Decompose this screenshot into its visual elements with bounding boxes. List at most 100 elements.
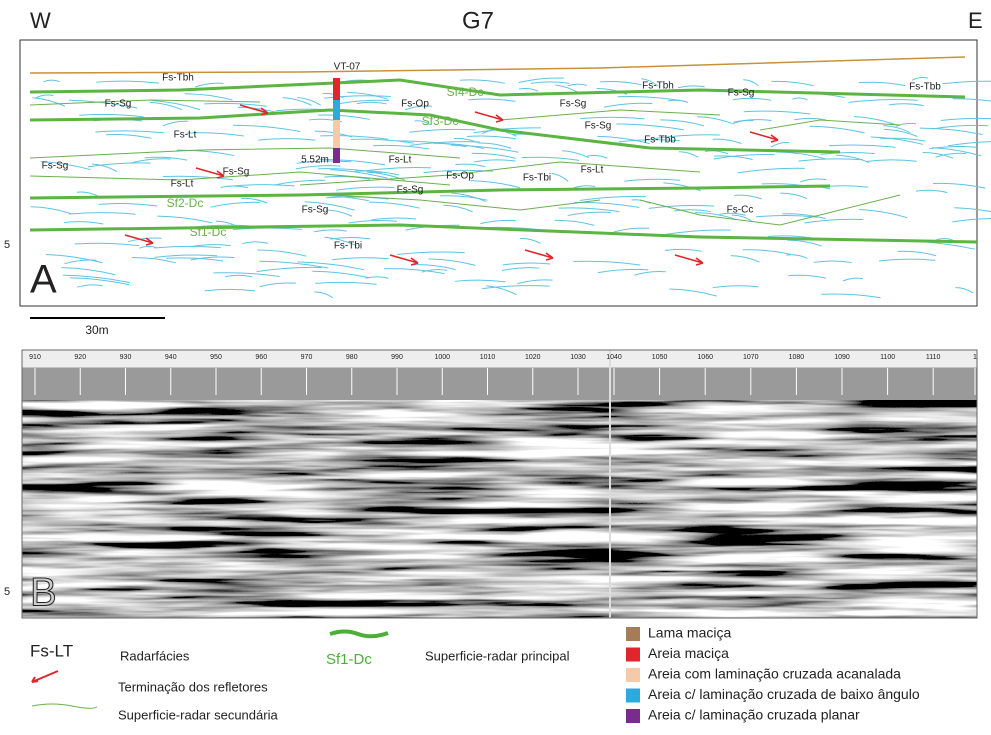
reflector bbox=[213, 272, 280, 278]
reflector bbox=[320, 135, 389, 140]
reflector bbox=[368, 201, 420, 209]
reflector bbox=[836, 154, 870, 163]
panel-label: A bbox=[30, 258, 57, 302]
reflector bbox=[597, 268, 649, 274]
reflector bbox=[324, 236, 357, 247]
reflector bbox=[157, 215, 213, 224]
west-label: W bbox=[30, 8, 51, 33]
reflector bbox=[189, 244, 231, 248]
reflector bbox=[694, 212, 735, 220]
principal-surface bbox=[29, 223, 978, 244]
surface-label: Sf4-Dc bbox=[447, 85, 484, 99]
reflector bbox=[883, 125, 911, 133]
margin-label: 5 bbox=[4, 586, 10, 598]
panel-label: B bbox=[30, 571, 57, 615]
ruler-label: 1060 bbox=[697, 354, 713, 361]
legend-code: Sf1-Dc bbox=[326, 651, 372, 668]
reflector bbox=[466, 135, 517, 140]
reflector bbox=[226, 184, 295, 187]
ruler-label: 970 bbox=[301, 354, 313, 361]
reflector bbox=[952, 217, 991, 223]
principal-surface bbox=[29, 108, 841, 154]
reflector bbox=[30, 206, 71, 214]
secondary-surface bbox=[29, 147, 461, 159]
reflector bbox=[332, 257, 389, 261]
legend-text: Radarfácies bbox=[120, 648, 190, 663]
reflector bbox=[150, 101, 183, 111]
facies-label: Fs-Sg bbox=[397, 185, 424, 196]
reflector bbox=[68, 212, 136, 215]
reflector bbox=[884, 128, 918, 137]
termination-arrow bbox=[239, 104, 269, 116]
ruler-label: 930 bbox=[120, 354, 132, 361]
margin-label: 5 bbox=[4, 239, 10, 251]
ruler-label: 1080 bbox=[789, 354, 805, 361]
reflector bbox=[471, 152, 516, 159]
reflector bbox=[713, 153, 775, 160]
reflector bbox=[935, 152, 967, 158]
facies-label: Fs-Sg bbox=[585, 121, 612, 132]
reflector bbox=[572, 185, 596, 189]
reflector bbox=[697, 116, 733, 124]
secondary-surface bbox=[329, 194, 601, 211]
ruler-label: 940 bbox=[165, 354, 177, 361]
arrow-icon bbox=[31, 670, 59, 683]
termination-arrow bbox=[124, 234, 154, 246]
reflector bbox=[304, 201, 355, 211]
ruler-label: 1000 bbox=[434, 354, 450, 361]
reflector bbox=[734, 194, 762, 200]
secondary-surface bbox=[29, 171, 451, 186]
reflector bbox=[451, 192, 487, 203]
reflector bbox=[433, 142, 484, 150]
reflector bbox=[366, 171, 406, 181]
termination-arrow bbox=[474, 111, 504, 123]
reflector bbox=[98, 203, 158, 207]
termination-arrow bbox=[749, 131, 779, 143]
swatch bbox=[626, 688, 640, 703]
reflector bbox=[800, 178, 827, 183]
reflector bbox=[348, 219, 398, 224]
reflector bbox=[259, 260, 329, 269]
reflector bbox=[931, 147, 982, 157]
reflector bbox=[580, 116, 645, 120]
reflector bbox=[820, 151, 875, 155]
reflector bbox=[714, 155, 753, 160]
facies-label: Fs-Tbi bbox=[334, 241, 362, 252]
reflector bbox=[210, 201, 261, 208]
swatch bbox=[626, 627, 640, 641]
reflector bbox=[330, 169, 388, 179]
reflector bbox=[792, 97, 808, 101]
facies-label: Fs-Op bbox=[446, 171, 474, 182]
reflector bbox=[35, 94, 54, 99]
reflector bbox=[480, 219, 516, 225]
reflector bbox=[933, 182, 986, 189]
reflector bbox=[412, 264, 456, 271]
reflector bbox=[853, 115, 896, 126]
reflector bbox=[474, 159, 516, 163]
surface-label: Sf1-Dc bbox=[190, 225, 227, 239]
reflector bbox=[780, 192, 808, 200]
reflector bbox=[859, 208, 908, 219]
reflector bbox=[76, 191, 98, 197]
reflector bbox=[131, 158, 171, 164]
reflector bbox=[737, 167, 805, 174]
reflector bbox=[312, 270, 370, 279]
ruler-label: 1050 bbox=[652, 354, 668, 361]
reflector bbox=[922, 152, 954, 159]
reflector bbox=[770, 141, 790, 148]
reflector bbox=[911, 77, 928, 81]
reflector bbox=[397, 140, 467, 148]
reflector bbox=[828, 144, 896, 148]
reflector bbox=[347, 91, 388, 100]
reflector bbox=[558, 207, 620, 213]
reflector bbox=[652, 134, 720, 140]
reflector bbox=[468, 98, 516, 102]
reflector bbox=[551, 172, 569, 182]
reflector bbox=[32, 97, 66, 107]
reflector bbox=[842, 277, 864, 282]
lithology-label: Areia maciça bbox=[648, 645, 729, 661]
reflector bbox=[567, 83, 587, 87]
ruler-label: 1090 bbox=[834, 354, 850, 361]
ruler-label: 990 bbox=[391, 354, 403, 361]
